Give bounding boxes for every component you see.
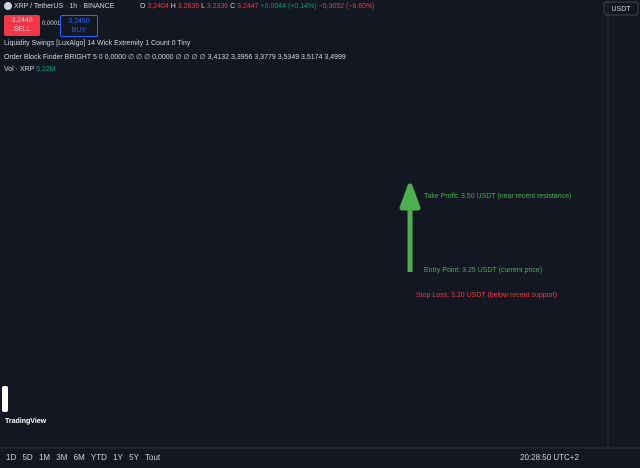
range-button[interactable]: 3M bbox=[56, 453, 68, 462]
volume-legend: Vol · XRP 5,22M bbox=[4, 66, 56, 73]
ohlc-value: 3,2635 bbox=[177, 3, 200, 10]
ohlc-value: 3,2336 bbox=[206, 3, 229, 10]
volume-value: 5,22M bbox=[36, 66, 56, 73]
spread: 0,0001 bbox=[42, 21, 61, 27]
ohlc-value: 3,2447 bbox=[237, 3, 259, 10]
range-bar: 1D 5D 1M 3M 6M YTD 1Y 5Y Tout bbox=[6, 453, 164, 462]
volume-name: Vol · XRP bbox=[4, 66, 35, 73]
ohlc-key: O bbox=[140, 3, 146, 10]
range-button[interactable]: 6M bbox=[73, 453, 85, 462]
annotation: Take Profit: 3.50 USDT (near recent resi… bbox=[424, 193, 571, 200]
logo: TradingView bbox=[5, 418, 47, 425]
ohlc-value: +0,0044 (+0,14%) bbox=[260, 3, 317, 10]
symbol-text: XRP / TetherUS · 1h · BINANCE bbox=[13, 2, 115, 10]
arrow bbox=[399, 183, 421, 272]
annotation: Stop Loss: 3.20 USDT (below recent suppo… bbox=[416, 292, 557, 299]
range-button[interactable]: 1D bbox=[6, 453, 17, 462]
symbol: XRP / TetherUS · 1h · BINANCE bbox=[4, 2, 114, 10]
ohlc-key: L bbox=[201, 3, 205, 10]
buy-price[interactable]: 3,2450 bbox=[68, 18, 90, 25]
range-button[interactable]: 5Y bbox=[129, 453, 139, 462]
range-button[interactable]: Tout bbox=[145, 453, 161, 462]
range-button[interactable]: YTD bbox=[90, 453, 107, 462]
ohlc-key: H bbox=[170, 3, 176, 10]
annotation: Entry Point: 3.25 USDT (current price) bbox=[424, 267, 542, 274]
buy-label[interactable]: BUY bbox=[71, 27, 87, 34]
range-button[interactable]: 5D bbox=[22, 453, 33, 462]
ohlc-value: −0,3052 (−8,60%) bbox=[318, 3, 375, 10]
currency[interactable]: USDT bbox=[611, 6, 631, 13]
ohlc-key: C bbox=[230, 3, 236, 10]
range-button[interactable]: 1Y bbox=[113, 453, 123, 462]
logo-tab bbox=[2, 386, 8, 412]
indicator: Liquidity Swings [LuxAlgo] 14 Wick Extre… bbox=[4, 40, 191, 47]
sell-price[interactable]: 3,2449 bbox=[11, 17, 33, 24]
buy-button[interactable]: 3,2450 BUY bbox=[60, 15, 98, 37]
indicator: Order Block Finder BRIGHT 5 0 0,0000 ∅ ∅… bbox=[4, 54, 346, 61]
ohlc-value: 3,2404 bbox=[147, 3, 169, 10]
ohlc: O 3,2404 H 3,2635 L 3,2336 C 3,2447 +0,0… bbox=[140, 3, 375, 10]
currency-box[interactable] bbox=[603, 1, 639, 16]
clock: 20:28:50 UTC+2 bbox=[520, 453, 579, 462]
range-button[interactable]: 1M bbox=[38, 453, 51, 462]
sell-button[interactable]: 3,2449 SELL bbox=[4, 15, 40, 36]
symbol-icon bbox=[4, 2, 12, 10]
sell-label[interactable]: SELL bbox=[13, 26, 31, 33]
